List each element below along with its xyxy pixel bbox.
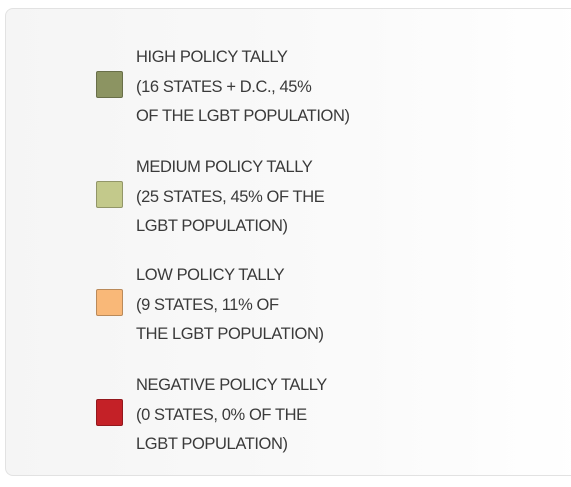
legend-item: LOW POLICY TALLY (9 STATES, 11% OF THE LGB… bbox=[6, 265, 566, 365]
legend-label: (0 STATES, 0% OF THE bbox=[136, 405, 307, 424]
legend-item: HIGH POLICY TALLY (16 STATES + D.C., 45% O… bbox=[6, 47, 566, 147]
legend-label: (16 STATES + D.C., 45% bbox=[136, 77, 312, 96]
legend: HIGH POLICY TALLY (16 STATES + D.C., 45% O… bbox=[5, 8, 571, 476]
legend-label: (9 STATES, 11% OF bbox=[136, 295, 279, 314]
legend-label: LGBT POPULATION) bbox=[136, 435, 288, 453]
legend-label: THE LGBT POPULATION) bbox=[136, 325, 324, 343]
legend-item: MEDIUM POLICY TALLY (25 STATES, 45% OF TH… bbox=[6, 157, 566, 257]
legend-label: HIGH POLICY TALLY bbox=[136, 48, 288, 66]
legend-swatch bbox=[96, 71, 123, 98]
legend-label: LGBT POPULATION) bbox=[136, 217, 288, 235]
legend-item: NEGATIVE POLICY TALLY (0 STATES, 0% OF TH… bbox=[6, 375, 566, 475]
legend-label: OF THE LGBT POPULATION) bbox=[136, 107, 350, 125]
legend-label: MEDIUM POLICY TALLY bbox=[136, 158, 313, 176]
legend-label: (25 STATES, 45% OF THE bbox=[136, 187, 325, 206]
legend-label: LOW POLICY TALLY bbox=[136, 266, 285, 284]
legend-label: NEGATIVE POLICY TALLY bbox=[136, 376, 327, 394]
legend-swatch bbox=[96, 181, 123, 208]
legend-swatch bbox=[96, 289, 123, 316]
legend-swatch bbox=[96, 399, 123, 426]
